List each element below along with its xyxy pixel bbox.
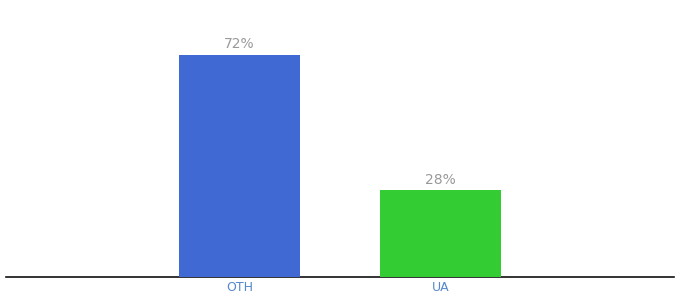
Text: 72%: 72% bbox=[224, 37, 255, 51]
Bar bbox=[380, 190, 500, 277]
Bar bbox=[180, 55, 300, 277]
Text: 28%: 28% bbox=[425, 173, 456, 187]
